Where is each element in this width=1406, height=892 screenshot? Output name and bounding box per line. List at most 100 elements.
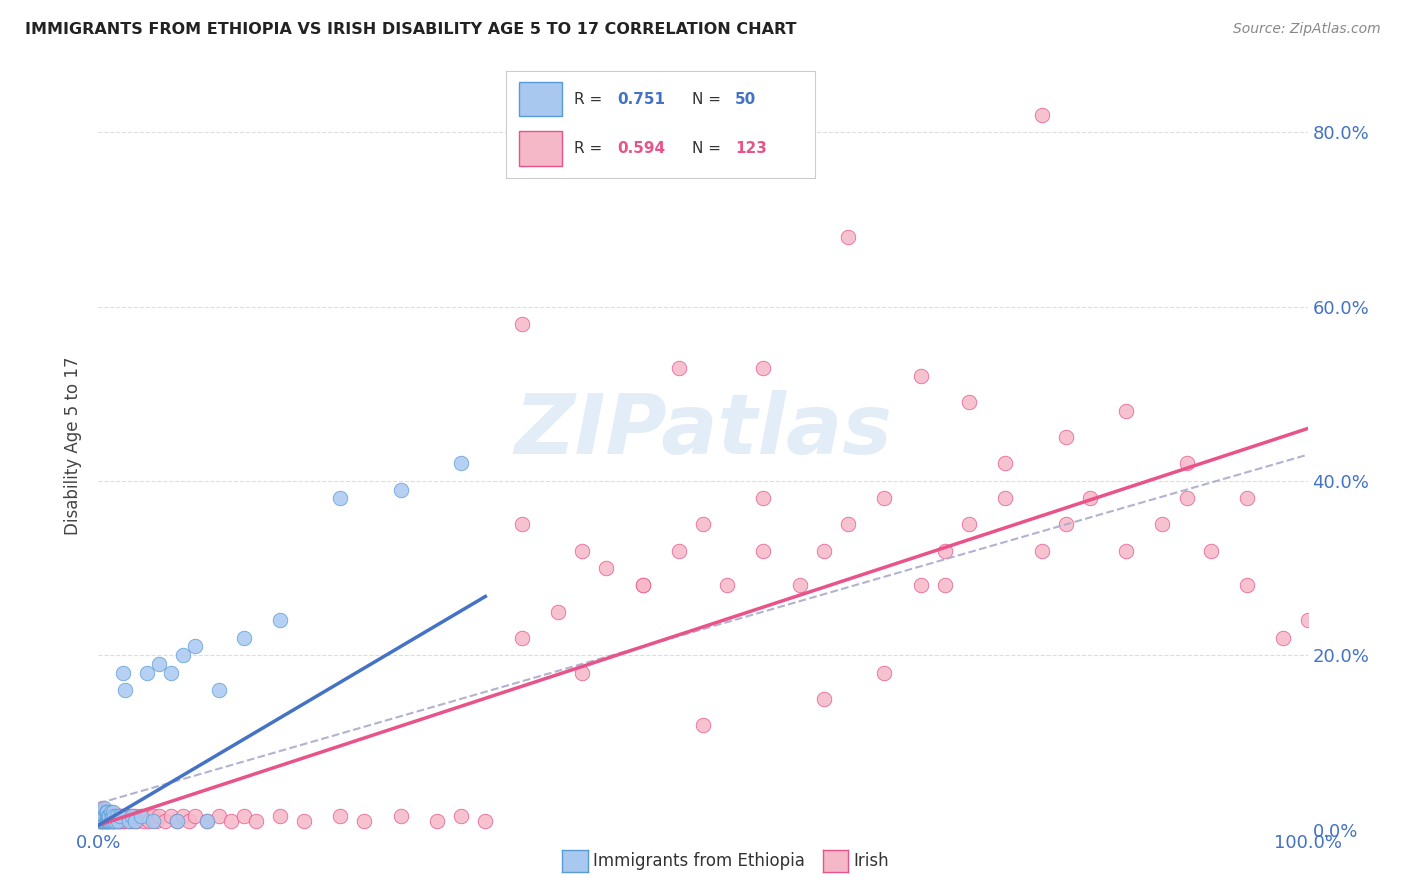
Point xyxy=(166,814,188,828)
Point xyxy=(96,809,118,823)
Point xyxy=(994,491,1017,506)
Point xyxy=(97,805,120,819)
Point xyxy=(127,814,149,828)
Point xyxy=(124,809,146,823)
Point xyxy=(94,805,117,819)
Text: R =: R = xyxy=(574,92,607,107)
Point xyxy=(97,809,120,823)
Point xyxy=(101,809,124,823)
Point xyxy=(96,809,118,823)
Point xyxy=(934,578,956,592)
Point xyxy=(98,809,121,823)
Point xyxy=(135,665,157,680)
Point xyxy=(910,369,932,384)
Point xyxy=(184,640,207,654)
Point xyxy=(107,814,129,828)
Point xyxy=(292,814,315,828)
Point xyxy=(160,665,183,680)
Point xyxy=(510,631,533,645)
Point xyxy=(129,809,152,823)
Point xyxy=(108,809,131,823)
Point xyxy=(105,809,128,823)
Point xyxy=(450,457,472,471)
Point xyxy=(103,809,125,823)
Point xyxy=(1236,491,1258,506)
Point xyxy=(101,814,124,828)
Text: Source: ZipAtlas.com: Source: ZipAtlas.com xyxy=(1233,22,1381,37)
Point xyxy=(100,805,122,819)
Point xyxy=(108,814,131,828)
Point xyxy=(1272,631,1295,645)
Point xyxy=(91,814,114,828)
Point xyxy=(107,809,129,823)
Point xyxy=(1152,517,1174,532)
Text: N =: N = xyxy=(692,141,725,156)
Point xyxy=(353,814,375,828)
Point xyxy=(1175,491,1198,506)
Point xyxy=(101,805,124,819)
Point xyxy=(145,814,167,828)
Point xyxy=(389,809,412,823)
Point xyxy=(90,805,112,819)
Point xyxy=(105,809,128,823)
Point xyxy=(111,809,134,823)
Point xyxy=(752,543,775,558)
Point xyxy=(994,457,1017,471)
Point xyxy=(179,814,201,828)
Bar xyxy=(519,82,562,116)
Point xyxy=(571,665,593,680)
Point xyxy=(510,517,533,532)
Point xyxy=(221,814,243,828)
Point xyxy=(121,809,143,823)
Point xyxy=(97,814,120,828)
Point xyxy=(166,814,188,828)
Point xyxy=(1054,430,1077,444)
Point xyxy=(135,809,157,823)
Point xyxy=(692,718,714,732)
Point xyxy=(91,805,114,819)
Point xyxy=(98,814,121,828)
Point xyxy=(172,809,194,823)
Point xyxy=(111,665,134,680)
Point xyxy=(837,229,859,244)
Point xyxy=(1236,578,1258,592)
Point xyxy=(1031,543,1053,558)
Point xyxy=(752,360,775,375)
Point xyxy=(91,809,114,823)
Point xyxy=(873,665,896,680)
Point xyxy=(1054,517,1077,532)
Point xyxy=(138,814,160,828)
Point xyxy=(1115,543,1137,558)
Point xyxy=(114,814,136,828)
Point xyxy=(93,814,115,828)
Point xyxy=(91,805,114,819)
Point xyxy=(98,809,121,823)
Point xyxy=(100,809,122,823)
Point xyxy=(96,814,118,828)
Point xyxy=(114,809,136,823)
Text: 0.594: 0.594 xyxy=(617,141,665,156)
Point xyxy=(474,814,496,828)
Point xyxy=(813,691,835,706)
Point xyxy=(100,814,122,828)
Point xyxy=(93,814,115,828)
Point xyxy=(90,805,112,819)
Point xyxy=(668,543,690,558)
Point xyxy=(121,814,143,828)
Point xyxy=(692,517,714,532)
Point xyxy=(101,814,124,828)
Point xyxy=(1296,613,1319,627)
Text: 50: 50 xyxy=(735,92,756,107)
Text: N =: N = xyxy=(692,92,725,107)
Point xyxy=(91,814,114,828)
Point xyxy=(142,814,165,828)
Point xyxy=(184,809,207,823)
Point xyxy=(813,543,835,558)
Point xyxy=(910,578,932,592)
Point xyxy=(94,809,117,823)
Point xyxy=(195,814,218,828)
Point xyxy=(97,814,120,828)
Point xyxy=(93,809,115,823)
Point xyxy=(90,809,112,823)
Point xyxy=(208,683,231,698)
